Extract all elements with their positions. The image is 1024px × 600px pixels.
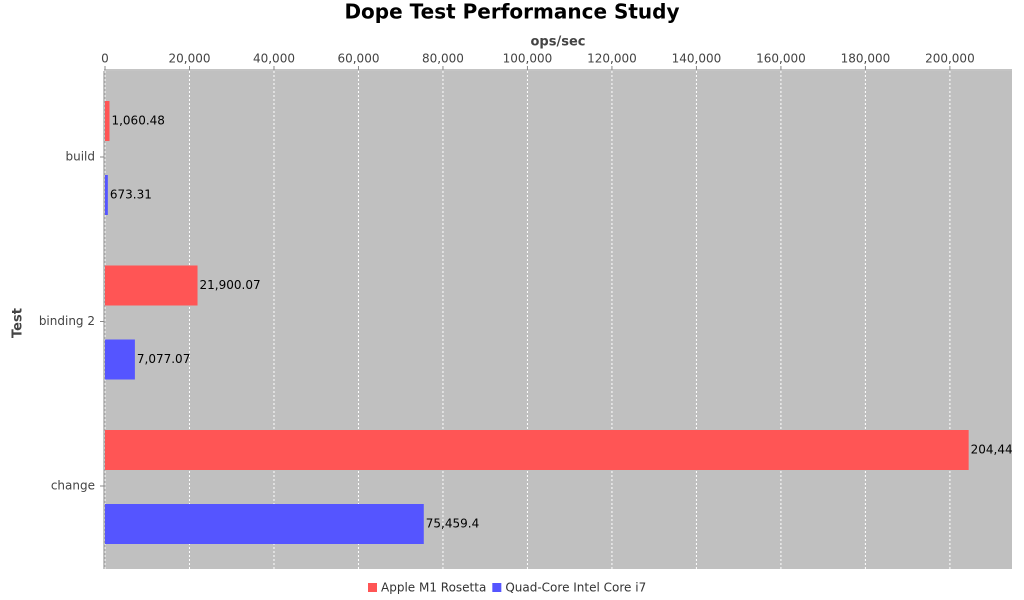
value-label: 75,459.4	[426, 517, 479, 531]
x-tick-label: 40,000	[253, 52, 295, 66]
legend: Apple M1 Rosetta Quad-Core Intel Core i7	[368, 581, 646, 595]
value-label: 673.31	[110, 188, 152, 202]
value-label: 7,077.07	[137, 352, 190, 366]
x-tick-label: 100,000	[503, 52, 553, 66]
y-tick-label: build	[65, 150, 95, 164]
x-tick-label: 80,000	[422, 52, 464, 66]
value-label: 1,060.48	[111, 114, 164, 128]
plot-area	[104, 71, 1012, 569]
value-label: 204,440	[971, 443, 1021, 457]
x-tick-label: 120,000	[587, 52, 637, 66]
bar	[105, 430, 969, 470]
y-tick-label: binding 2	[39, 314, 95, 328]
x-tick-label: 160,000	[756, 52, 806, 66]
x-axis-label: ops/sec	[531, 35, 586, 50]
bar	[105, 175, 108, 215]
legend-label: Apple M1 Rosetta	[381, 581, 486, 595]
y-tick-label: change	[51, 479, 95, 493]
value-label: 21,900.07	[200, 278, 261, 292]
bar	[105, 339, 135, 380]
x-tick-label: 20,000	[168, 52, 210, 66]
bar	[105, 101, 110, 141]
bar	[105, 265, 198, 306]
plot: 1,060.48 673.31 21,900.07 7,077.07 204,440 75…	[104, 71, 1021, 569]
x-tick-label: 140,000	[672, 52, 722, 66]
legend-swatch	[368, 583, 377, 592]
x-tick-label: 0	[101, 52, 109, 66]
legend-label: Quad-Core Intel Core i7	[505, 581, 646, 595]
x-tick-label: 180,000	[841, 52, 891, 66]
x-tick-label: 60,000	[337, 52, 379, 66]
y-axis-label: Test	[11, 308, 26, 338]
chart-title: Dope Test Performance Study	[344, 0, 679, 24]
x-tick-label: 200,000	[925, 52, 975, 66]
bar	[105, 504, 424, 544]
legend-swatch	[492, 583, 502, 592]
